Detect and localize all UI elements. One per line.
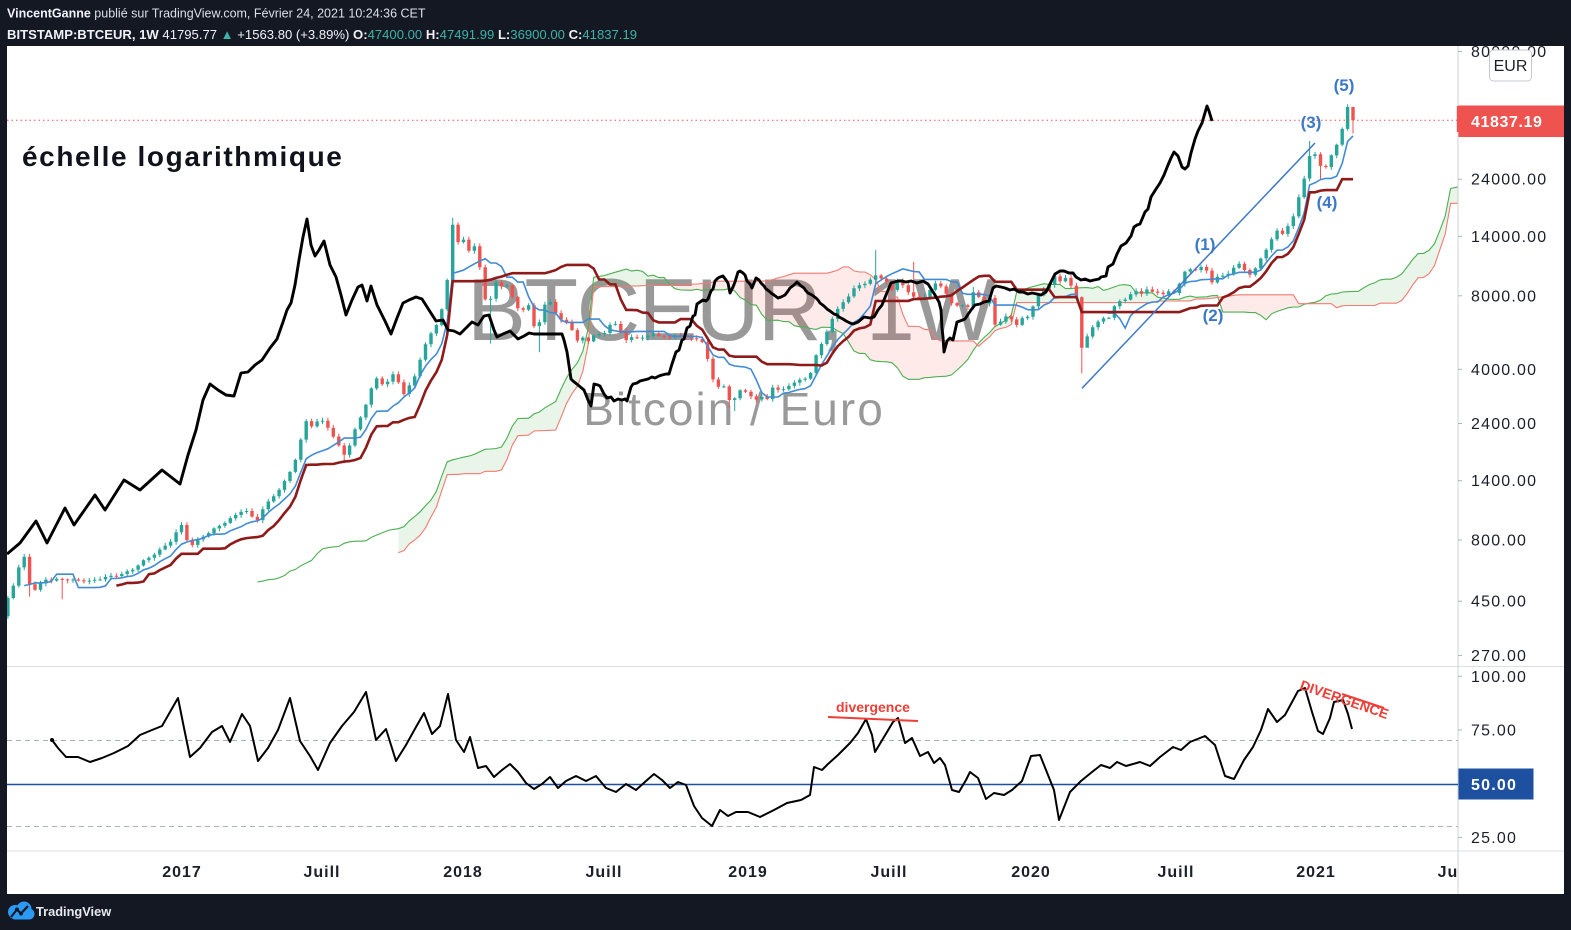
svg-text:(1): (1)	[1195, 235, 1216, 254]
svg-text:2021: 2021	[1296, 864, 1336, 881]
svg-text:Juill: Juill	[585, 864, 622, 881]
svg-text:2019: 2019	[728, 864, 768, 881]
svg-text:1400.00: 1400.00	[1471, 473, 1537, 490]
svg-text:14000.00: 14000.00	[1471, 229, 1547, 246]
svg-text:24000.00: 24000.00	[1471, 172, 1547, 189]
svg-text:Juill: Juill	[870, 864, 907, 881]
svg-text:50.00: 50.00	[1471, 777, 1517, 794]
svg-text:800.00: 800.00	[1471, 533, 1527, 550]
svg-text:Ju: Ju	[1438, 864, 1459, 881]
svg-text:(5): (5)	[1334, 76, 1355, 95]
svg-text:TradingView: TradingView	[36, 904, 111, 919]
svg-text:(3): (3)	[1301, 113, 1322, 132]
svg-text:8000.00: 8000.00	[1471, 288, 1537, 305]
svg-text:EUR: EUR	[1494, 58, 1528, 75]
svg-text:75.00: 75.00	[1471, 723, 1517, 740]
svg-text:4000.00: 4000.00	[1471, 362, 1537, 379]
svg-text:échelle logarithmique: échelle logarithmique	[22, 141, 343, 172]
svg-text:Juill: Juill	[1157, 864, 1194, 881]
svg-text:2020: 2020	[1011, 864, 1051, 881]
svg-text:divergence: divergence	[836, 699, 910, 715]
svg-text:BITSTAMP:BTCEUR, 1W 41795.77 ▲: BITSTAMP:BTCEUR, 1W 41795.77 ▲ +1563.80 …	[7, 27, 637, 42]
svg-text:(2): (2)	[1203, 306, 1224, 325]
svg-text:2017: 2017	[162, 864, 202, 881]
svg-text:2018: 2018	[443, 864, 483, 881]
svg-text:2400.00: 2400.00	[1471, 416, 1537, 433]
svg-text:25.00: 25.00	[1471, 830, 1517, 847]
svg-text:41837.19: 41837.19	[1471, 114, 1543, 131]
svg-text:VincentGanne publié sur Tradin: VincentGanne publié sur TradingView.com,…	[7, 7, 426, 21]
svg-text:270.00: 270.00	[1471, 648, 1527, 665]
svg-text:Juill: Juill	[303, 864, 340, 881]
svg-text:(4): (4)	[1317, 193, 1338, 212]
svg-text:100.00: 100.00	[1471, 669, 1527, 686]
svg-text:Bitcoin / Euro: Bitcoin / Euro	[583, 383, 885, 435]
svg-text:450.00: 450.00	[1471, 594, 1527, 611]
